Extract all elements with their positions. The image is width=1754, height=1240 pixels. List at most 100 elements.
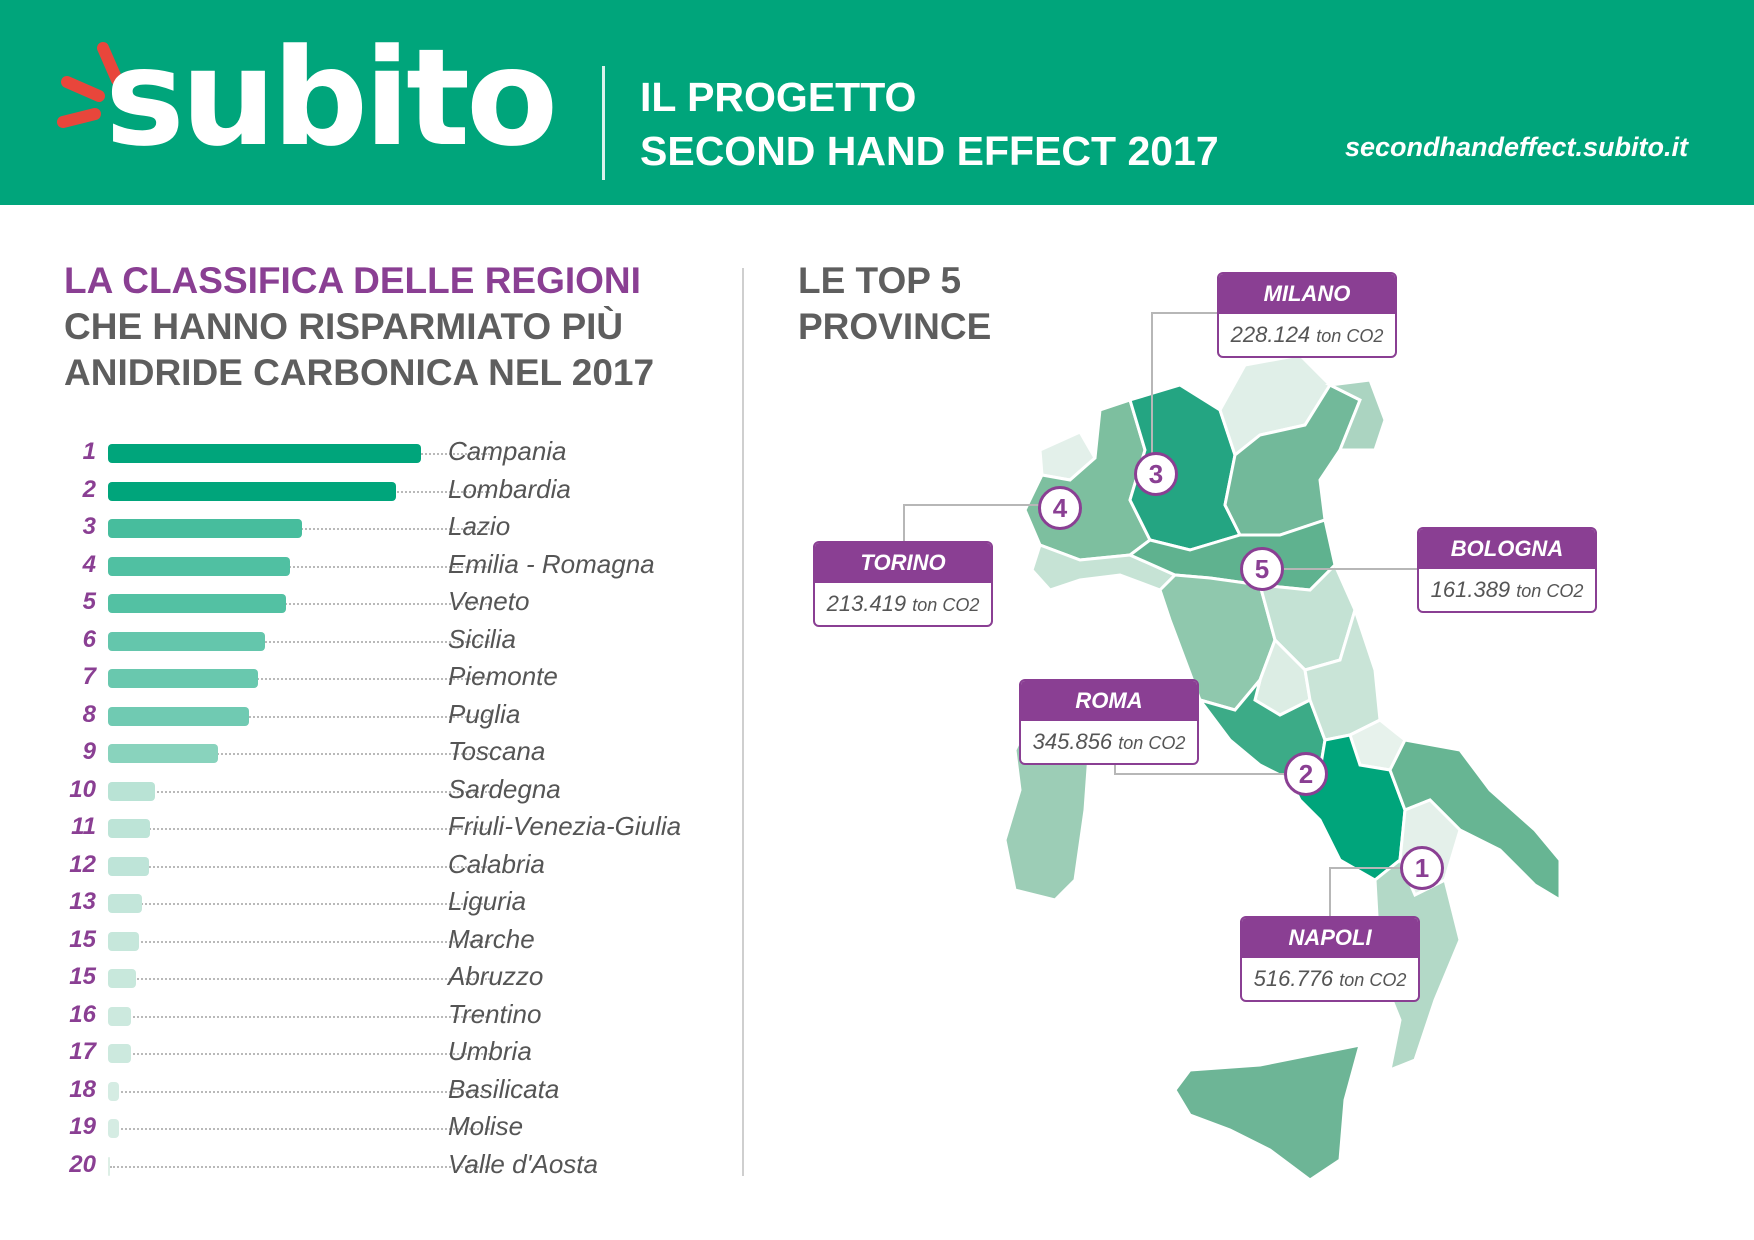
region-label: Lombardia	[448, 473, 571, 504]
callout-milano-value: 228.124 ton CO2	[1230, 322, 1384, 347]
bar	[108, 631, 265, 651]
marker-roma[interactable]: 2	[1284, 752, 1328, 796]
region-label: Emilia - Romagna	[448, 548, 655, 579]
callout-bologna-name: BOLOGNA	[1419, 529, 1595, 569]
region-label: Trentino	[448, 998, 542, 1029]
bar	[108, 1006, 132, 1026]
region-liguria	[1030, 543, 1178, 592]
bar	[108, 444, 421, 463]
bar	[108, 481, 396, 501]
rank-label: 8	[82, 700, 96, 728]
rank-label: 18	[69, 1075, 96, 1103]
callout-torino-value: 213.419 ton CO2	[826, 591, 980, 616]
region-label: Veneto	[448, 586, 530, 616]
header-divider	[602, 66, 605, 180]
rank-label: 15	[69, 925, 96, 953]
callout-napoli[interactable]: NAPOLI 516.776 ton CO2	[1240, 916, 1420, 1002]
table-row: 9 Toscana	[60, 736, 700, 770]
callout-bologna-value: 161.389 ton CO2	[1430, 577, 1584, 602]
region-friuli	[1324, 378, 1387, 452]
rank-label: 5	[82, 588, 96, 615]
table-row: 10 Sardegna	[60, 774, 700, 808]
bar	[108, 1156, 110, 1176]
logo-text: subito	[105, 20, 558, 176]
table-row: 15 Abruzzo	[60, 961, 700, 995]
dotted-guide	[110, 640, 490, 643]
dotted-guide	[110, 753, 490, 755]
callout-bologna[interactable]: BOLOGNA 161.389 ton CO2	[1417, 527, 1597, 613]
marker-bologna[interactable]: 5	[1240, 547, 1284, 591]
ranking-title: LA CLASSIFICA DELLE REGIONI CHE HANNO RI…	[64, 258, 654, 396]
bar	[108, 556, 290, 576]
rank-label: 9	[82, 738, 96, 765]
table-row: 11 Friuli-Venezia-Giulia	[60, 811, 700, 845]
dotted-guide	[110, 1053, 490, 1055]
rank-label: 13	[69, 888, 96, 915]
bar	[108, 819, 151, 838]
top5-title-line1: LE TOP 5	[798, 260, 962, 301]
dotted-guide	[110, 715, 490, 718]
region-label: Sardegna	[448, 773, 561, 804]
region-label: Friuli-Venezia-Giulia	[448, 811, 682, 841]
dotted-guide	[110, 828, 490, 830]
dotted-guide	[110, 790, 490, 793]
table-row: 12 Calabria	[60, 849, 700, 883]
region-label: Abruzzo	[448, 961, 544, 991]
table-row: 4 Emilia - Romagna	[60, 549, 700, 583]
section-divider	[742, 268, 744, 1176]
region-label: Sicilia	[448, 623, 516, 654]
marker-napoli[interactable]: 1	[1400, 846, 1444, 890]
table-row: 19 Molise	[60, 1111, 700, 1145]
bar	[108, 594, 287, 613]
dotted-guide	[110, 865, 490, 868]
project-title-line1: IL PROGETTO	[640, 74, 917, 120]
ranking-title-line1: LA CLASSIFICA DELLE REGIONI	[64, 260, 641, 301]
region-label: Liguria	[448, 886, 527, 916]
region-label: Campania	[448, 436, 567, 466]
ranking-title-line3: ANIDRIDE CARBONICA NEL 2017	[64, 352, 655, 393]
project-url-link[interactable]: secondhandeffect.subito.it	[1344, 132, 1688, 162]
project-title-line2: SECOND HAND EFFECT 2017	[640, 128, 1219, 174]
rank-label: 20	[69, 1150, 96, 1178]
table-row: 8 Puglia	[60, 699, 700, 733]
callout-roma-name: ROMA	[1021, 681, 1197, 721]
logo-rays-icon	[57, 42, 123, 128]
callout-milano[interactable]: MILANO 228.124 ton CO2	[1217, 272, 1397, 358]
callout-napoli-value: 516.776 ton CO2	[1253, 966, 1407, 991]
top5-title-line2: PROVINCE	[798, 306, 992, 347]
callout-napoli-name: NAPOLI	[1242, 918, 1418, 958]
table-row: 5 Veneto	[60, 586, 700, 620]
regions-bar-chart: 1 Campania 2 Lombardia 3 Lazio 4 Emilia - Romag…	[0, 0, 740, 1240]
callout-roma-value: 345.856 ton CO2	[1032, 729, 1186, 754]
marker-torino[interactable]: 4	[1038, 486, 1082, 530]
bar	[108, 1081, 119, 1101]
region-label: Toscana	[448, 736, 546, 766]
rank-label: 3	[82, 513, 96, 540]
rank-label: 16	[69, 1000, 96, 1028]
bar	[108, 519, 303, 538]
region-label: Marche	[448, 923, 535, 954]
dotted-guide	[110, 903, 490, 905]
rank-label: 12	[69, 850, 96, 878]
bar	[108, 744, 218, 763]
callout-torino[interactable]: TORINO 213.419 ton CO2	[813, 541, 993, 627]
subito-logo[interactable]: subito	[55, 20, 558, 180]
rank-label: 17	[69, 1038, 96, 1065]
callout-roma[interactable]: ROMA 345.856 ton CO2	[1019, 679, 1199, 765]
region-label: Molise	[448, 1111, 524, 1141]
region-label: Basilicata	[448, 1073, 560, 1104]
table-row: 6 Sicilia	[60, 624, 700, 658]
bar	[108, 781, 155, 801]
bar	[108, 669, 259, 688]
table-row: 1 Campania	[60, 436, 700, 470]
region-label: Calabria	[448, 848, 545, 879]
region-label: Valle d'Aosta	[448, 1148, 598, 1179]
table-row: 2 Lombardia	[60, 474, 700, 508]
bar	[108, 856, 149, 876]
table-row: 13 Liguria	[60, 886, 700, 920]
bar	[108, 894, 143, 913]
bar	[108, 1119, 119, 1138]
callout-milano-name: MILANO	[1219, 274, 1395, 314]
table-row: 7 Piemonte	[60, 661, 700, 695]
marker-milano[interactable]: 3	[1134, 452, 1178, 496]
